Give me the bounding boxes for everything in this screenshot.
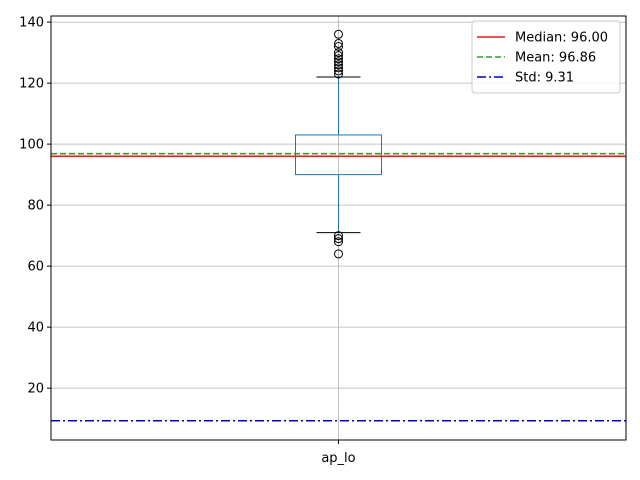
- legend-label-2: Std: 9.31: [515, 71, 574, 86]
- outlier-point: [334, 60, 343, 70]
- reference-lines: [51, 152, 626, 422]
- outlier-point: [334, 29, 343, 39]
- outlier-point: [334, 42, 343, 52]
- legend: Median: 96.00 Mean: 96.86 Std: 9.31: [471, 20, 621, 94]
- axis-ticks: 20 40 60 80 100 120 140 ap_lo: [19, 16, 356, 466]
- outlier-point: [334, 48, 343, 58]
- outlier-point: [334, 231, 343, 241]
- y-tick-label: 120: [19, 77, 44, 92]
- outlier-point: [334, 234, 343, 244]
- outlier-point: [334, 54, 343, 64]
- outlier-point: [334, 66, 343, 76]
- legend-label-1: Mean: 96.86: [515, 51, 596, 66]
- x-tick-label: ap_lo: [321, 451, 355, 466]
- outlier-point: [334, 51, 343, 61]
- outlier-point: [334, 237, 343, 247]
- outlier-point: [334, 63, 343, 73]
- y-tick-label: 60: [27, 260, 44, 275]
- outlier-point: [334, 249, 343, 259]
- outlier-point: [334, 57, 343, 67]
- y-tick-label: 100: [19, 138, 44, 153]
- y-tick-label: 40: [27, 321, 44, 336]
- legend-box: [471, 20, 621, 94]
- legend-label-0: Median: 96.00: [515, 31, 608, 46]
- y-tick-label: 140: [19, 16, 44, 31]
- outlier-point: [334, 69, 343, 79]
- outlier-point: [334, 38, 343, 48]
- y-tick-label: 80: [27, 199, 44, 214]
- box-iqr: [295, 134, 382, 176]
- y-tick-label: 20: [27, 382, 44, 397]
